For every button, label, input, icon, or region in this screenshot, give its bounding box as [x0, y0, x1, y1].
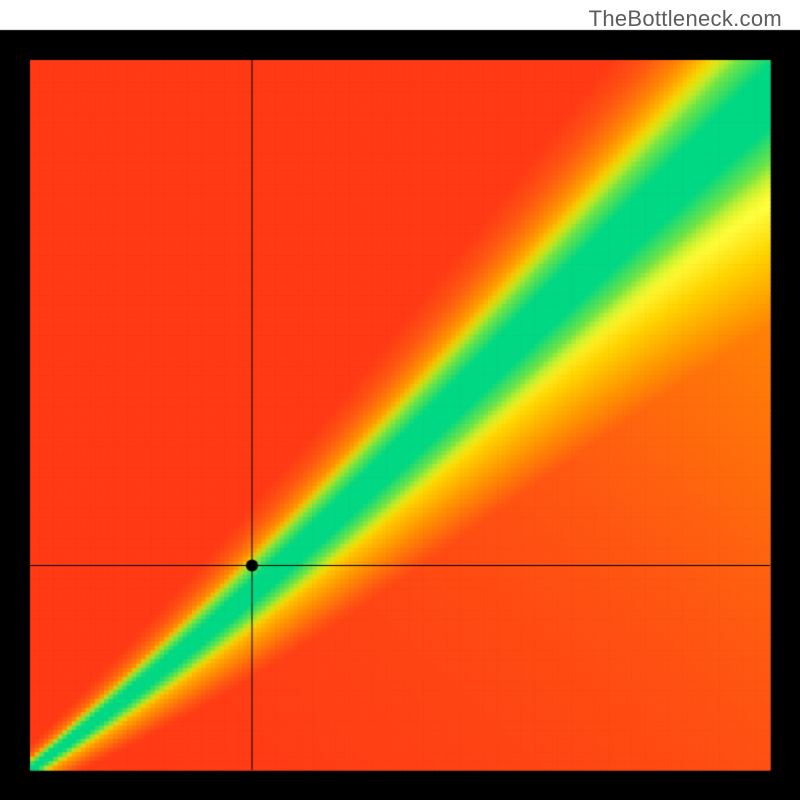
bottleneck-heatmap [0, 0, 800, 800]
watermark-text: TheBottleneck.com [589, 6, 782, 32]
chart-container: TheBottleneck.com [0, 0, 800, 800]
